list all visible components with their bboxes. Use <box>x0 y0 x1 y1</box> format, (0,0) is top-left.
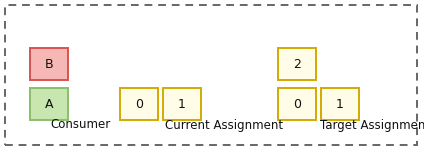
Text: 0: 0 <box>135 97 143 110</box>
Text: Target Assignment: Target Assignment <box>320 119 424 131</box>
FancyBboxPatch shape <box>5 5 417 145</box>
Text: Current Assignment: Current Assignment <box>165 119 283 131</box>
Text: 2: 2 <box>293 58 301 71</box>
Text: 0: 0 <box>293 97 301 110</box>
FancyBboxPatch shape <box>30 48 68 80</box>
FancyBboxPatch shape <box>30 88 68 120</box>
Text: Consumer: Consumer <box>50 119 110 131</box>
Text: 1: 1 <box>336 97 344 110</box>
FancyBboxPatch shape <box>278 48 316 80</box>
Text: B: B <box>45 58 53 71</box>
FancyBboxPatch shape <box>120 88 158 120</box>
FancyBboxPatch shape <box>321 88 359 120</box>
FancyBboxPatch shape <box>163 88 201 120</box>
Text: A: A <box>45 97 53 110</box>
Text: 1: 1 <box>178 97 186 110</box>
FancyBboxPatch shape <box>278 88 316 120</box>
